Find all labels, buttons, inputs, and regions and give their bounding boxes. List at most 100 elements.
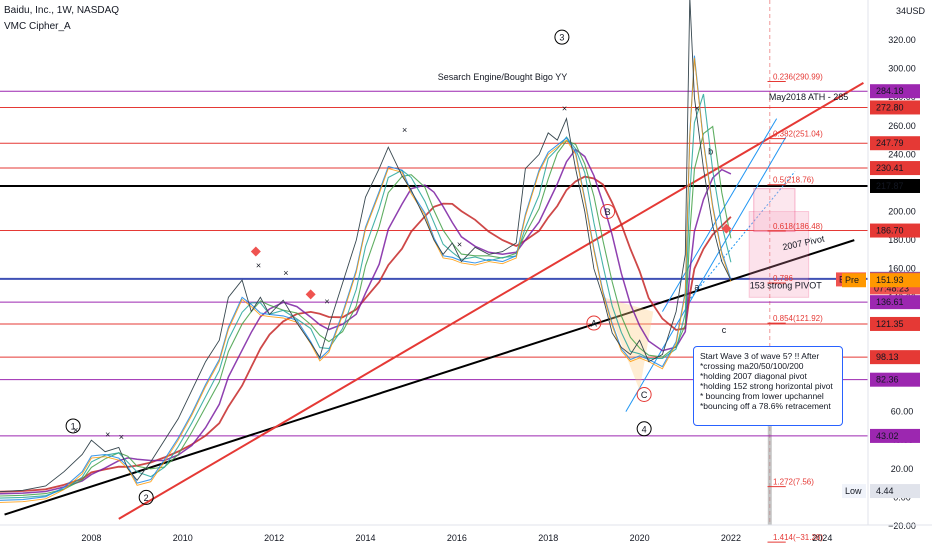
level-tag-label: 186.70	[876, 226, 904, 236]
channel-lower-line	[625, 136, 787, 412]
price-tags: 284.18272.80247.79230.41217.87186.70152.…	[836, 84, 920, 499]
x-tick-label: 2012	[264, 533, 284, 543]
y-tick-label: 34	[896, 6, 906, 16]
x-tick-label: 2016	[447, 533, 467, 543]
level-tag-label: 136.61	[876, 297, 904, 307]
up-channel-line	[118, 82, 864, 520]
y-tick-label: 200.00	[888, 207, 916, 217]
price-tag-label: 151.93	[876, 275, 904, 285]
y-tick-label: 160.00	[888, 264, 916, 274]
moving-average-line	[0, 57, 732, 503]
y-tick-label: 60.00	[891, 407, 914, 417]
level-tag-box	[870, 428, 920, 443]
price-line	[0, 0, 732, 493]
level-tag-label: 82.36	[876, 375, 899, 385]
wave-label: A	[591, 319, 597, 329]
x-marker: ×	[402, 125, 407, 135]
x-tick-label: 2020	[630, 533, 650, 543]
level-tag-label: 98.13	[876, 352, 899, 362]
y-axis: −20.000.0020.0040.0060.0080.00100.00120.…	[867, 0, 916, 531]
fib-level-label: 0.5(218.76)	[773, 176, 814, 185]
x-marker: ×	[105, 429, 110, 439]
side-tag-box	[842, 273, 866, 288]
fib-level-label: 0.618(186.48)	[773, 222, 823, 231]
wave-sub-label: c	[722, 325, 727, 335]
pivot-trendline	[4, 239, 855, 516]
fib-level-label: 0.382(251.04)	[773, 130, 823, 139]
analysis-note: Start Wave 3 of wave 5? !! After *crossi…	[693, 346, 843, 426]
wave-circle	[138, 489, 154, 505]
level-tag-label: 43.02	[876, 431, 899, 441]
level-tag-box	[870, 295, 920, 310]
price-tag-box	[870, 273, 920, 288]
x-tick-label: 2022	[721, 533, 741, 543]
level-tag-label: 121.35	[876, 319, 904, 329]
level-tag-box	[870, 84, 920, 99]
price-tag-label: 4.44	[876, 486, 894, 496]
level-tag-box	[870, 136, 920, 151]
level-tag-box	[870, 178, 920, 193]
diamond-marker	[305, 289, 316, 300]
y-tick-label: 180.00	[888, 235, 916, 245]
level-tag-box	[870, 223, 920, 238]
wave-circle	[586, 315, 602, 331]
level-tag-box	[870, 316, 920, 331]
y-tick-label: 320.00	[888, 35, 916, 45]
x-marker: ×	[694, 103, 699, 113]
wave-circle	[65, 418, 81, 434]
indicator-label: VMC Cipher_A	[4, 21, 71, 32]
chart-title: Baidu, Inc., 1W, NASDAQ	[4, 5, 120, 16]
level-tag-box	[870, 372, 920, 387]
y-tick-label: 240.00	[888, 149, 916, 159]
target-zone-box	[753, 188, 796, 233]
x-marker: ×	[283, 268, 288, 278]
fib-retracement: 0.236(290.99) 0.382(251.04) 0.5(218.76) 0.6…	[767, 72, 823, 543]
diamond-marker	[721, 223, 732, 234]
moving-average-line	[0, 175, 732, 493]
diamond-marker	[250, 246, 261, 257]
wave-label: 2	[144, 493, 149, 503]
level-tag-label: 247.79	[876, 138, 904, 148]
moving-average-line	[0, 55, 732, 501]
x-tick-label: 2024	[812, 533, 832, 543]
projection-line	[684, 171, 796, 305]
wave-label: 4	[642, 424, 647, 434]
chart-annotation: Sesarch Engine/Bought Bigo YY	[438, 72, 567, 82]
x-tick-label: 2014	[355, 533, 375, 543]
x-tick-label: 2018	[538, 533, 558, 543]
x-marker: ×	[324, 296, 329, 306]
wave-labels: 1 2 3 4 A B Cb a c	[65, 29, 727, 505]
level-tag-box	[870, 161, 920, 176]
y-tick-label: −20.00	[888, 521, 916, 531]
wave-circle	[636, 386, 652, 402]
x-marker: ×	[256, 261, 261, 271]
x-tick-label: 2008	[81, 533, 101, 543]
level-tag-box	[870, 350, 920, 365]
x-marker: ×	[119, 432, 124, 442]
x-marker: ×	[562, 103, 567, 113]
fib-level-label: 1.272(7.56)	[773, 478, 814, 487]
wave-label: 1	[71, 421, 76, 431]
x-tick-label: 2010	[173, 533, 193, 543]
wave-label: 3	[559, 33, 564, 43]
wave-sub-label: a	[694, 282, 699, 292]
side-tag-box	[842, 484, 866, 499]
level-tag-label: 284.18	[876, 86, 904, 96]
wave-circle	[636, 421, 652, 437]
y-tick-label: 20.00	[891, 464, 914, 474]
price-series	[0, 0, 732, 503]
moving-average-line	[0, 93, 732, 499]
wave-label: B	[605, 207, 611, 217]
side-tag-label: Pre	[845, 275, 859, 285]
wave-circle	[600, 204, 616, 220]
chart-annotation: May2018 ATH - 285	[769, 92, 848, 102]
markers: × × × × × × × × × ×	[73, 103, 732, 442]
wave-label: C	[641, 390, 648, 400]
level-tag-label: 272.80	[876, 102, 904, 112]
y-tick-label: 300.00	[888, 64, 916, 74]
x-axis: 2008 2010 2012 2014 2016 2018 2020 2022 2024	[0, 524, 932, 543]
volume-column	[767, 361, 772, 525]
level-tag-label: 217.87	[876, 181, 904, 191]
price-tag-countdown: 07:48:23	[874, 283, 909, 293]
